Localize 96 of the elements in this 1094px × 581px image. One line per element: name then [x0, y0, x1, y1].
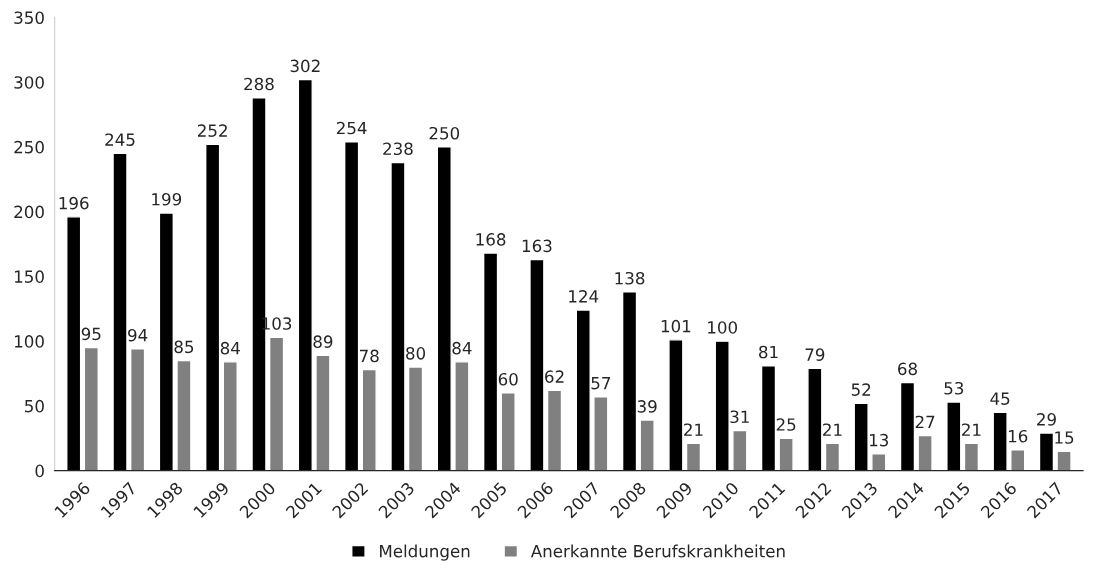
bar: [66, 216, 82, 471]
data-label: 60: [498, 372, 518, 386]
bar: [343, 141, 360, 471]
data-label: 124: [569, 290, 599, 303]
bar: [946, 401, 962, 471]
bar: [807, 367, 823, 471]
bar: [760, 365, 777, 471]
data-label: 302: [290, 59, 320, 73]
bar: [361, 368, 377, 471]
data-label: 84: [220, 341, 240, 355]
bar: [500, 392, 516, 471]
data-label: 168: [476, 233, 506, 246]
y-tick-label: 0: [35, 464, 44, 478]
bar: [315, 354, 331, 471]
y-tick-label: 300: [14, 76, 44, 89]
y-tick-label: 150: [15, 270, 44, 283]
bar: [1056, 450, 1072, 471]
data-label: 21: [962, 423, 981, 436]
data-label: 15: [1055, 431, 1074, 444]
bar: [593, 396, 609, 471]
bar: [668, 339, 684, 471]
data-label: 79: [805, 348, 825, 361]
data-label: 21: [684, 423, 703, 436]
bar: [436, 146, 452, 471]
legend-label: Meldungen: [380, 544, 470, 561]
bar: [824, 442, 841, 471]
data-label: 199: [152, 192, 182, 206]
data-label: 89: [313, 335, 333, 348]
data-label: 52: [851, 383, 871, 396]
bar: [529, 258, 545, 471]
y-tick-label: 100: [15, 335, 44, 348]
bar: [205, 143, 221, 471]
data-label: 163: [522, 239, 552, 253]
data-label: 27: [915, 415, 935, 429]
data-label: 68: [898, 362, 917, 376]
bar: [899, 381, 916, 471]
bar: [621, 291, 638, 471]
data-label: 101: [661, 319, 691, 333]
y-tick-label: 200: [14, 205, 44, 219]
legend-label: Anerkannte Berufskrankheiten: [530, 544, 785, 558]
bar: [714, 340, 730, 471]
data-label: 16: [1008, 429, 1028, 443]
bar: [454, 361, 470, 471]
data-label: 80: [406, 347, 426, 360]
data-label: 25: [776, 418, 796, 431]
data-label: 53: [944, 381, 964, 395]
bar: [390, 161, 406, 471]
bar: [83, 346, 99, 471]
data-label: 254: [336, 121, 367, 135]
bar: [871, 453, 887, 471]
bar: [992, 411, 1008, 471]
bar: [268, 336, 285, 471]
data-label: 245: [105, 133, 135, 146]
data-label: 31: [730, 410, 749, 424]
bar: [222, 361, 238, 471]
bar: [917, 434, 933, 471]
data-label: 78: [359, 349, 379, 363]
y-tick-label: 250: [14, 140, 44, 154]
bar: [639, 419, 655, 471]
data-label: 29: [1037, 413, 1056, 426]
data-label: 45: [990, 392, 1010, 405]
bar: [1038, 432, 1055, 471]
bar: [963, 442, 980, 471]
data-label: 138: [615, 271, 645, 285]
data-label: 252: [197, 124, 227, 137]
data-label: 100: [708, 321, 738, 334]
bar: [158, 212, 174, 471]
data-label: 39: [637, 400, 657, 413]
data-label: 81: [759, 345, 778, 359]
data-label: 62: [545, 370, 564, 383]
bar: [575, 309, 591, 471]
data-label: 250: [429, 126, 460, 140]
bar: [112, 152, 128, 471]
data-label: 21: [823, 423, 842, 436]
y-tick-label: 50: [25, 399, 44, 413]
bar: [853, 402, 869, 471]
data-label: 95: [81, 327, 101, 341]
bar: [732, 429, 748, 471]
data-label: 238: [383, 142, 413, 156]
data-label: 13: [870, 433, 889, 447]
bar: [482, 252, 499, 471]
data-label: 196: [59, 196, 89, 210]
data-label: 57: [591, 377, 611, 390]
data-label: 94: [128, 328, 148, 342]
data-label: 85: [174, 340, 194, 354]
data-label: 84: [452, 341, 472, 355]
bar: [778, 437, 794, 471]
bar: [1010, 449, 1026, 471]
y-tick-label: 350: [14, 11, 44, 24]
bar: [407, 366, 424, 471]
bar: [176, 359, 192, 471]
bar: [685, 442, 702, 471]
data-label: 288: [244, 77, 274, 91]
bar: [546, 389, 563, 471]
bar: [129, 348, 146, 471]
bar: [297, 78, 313, 471]
